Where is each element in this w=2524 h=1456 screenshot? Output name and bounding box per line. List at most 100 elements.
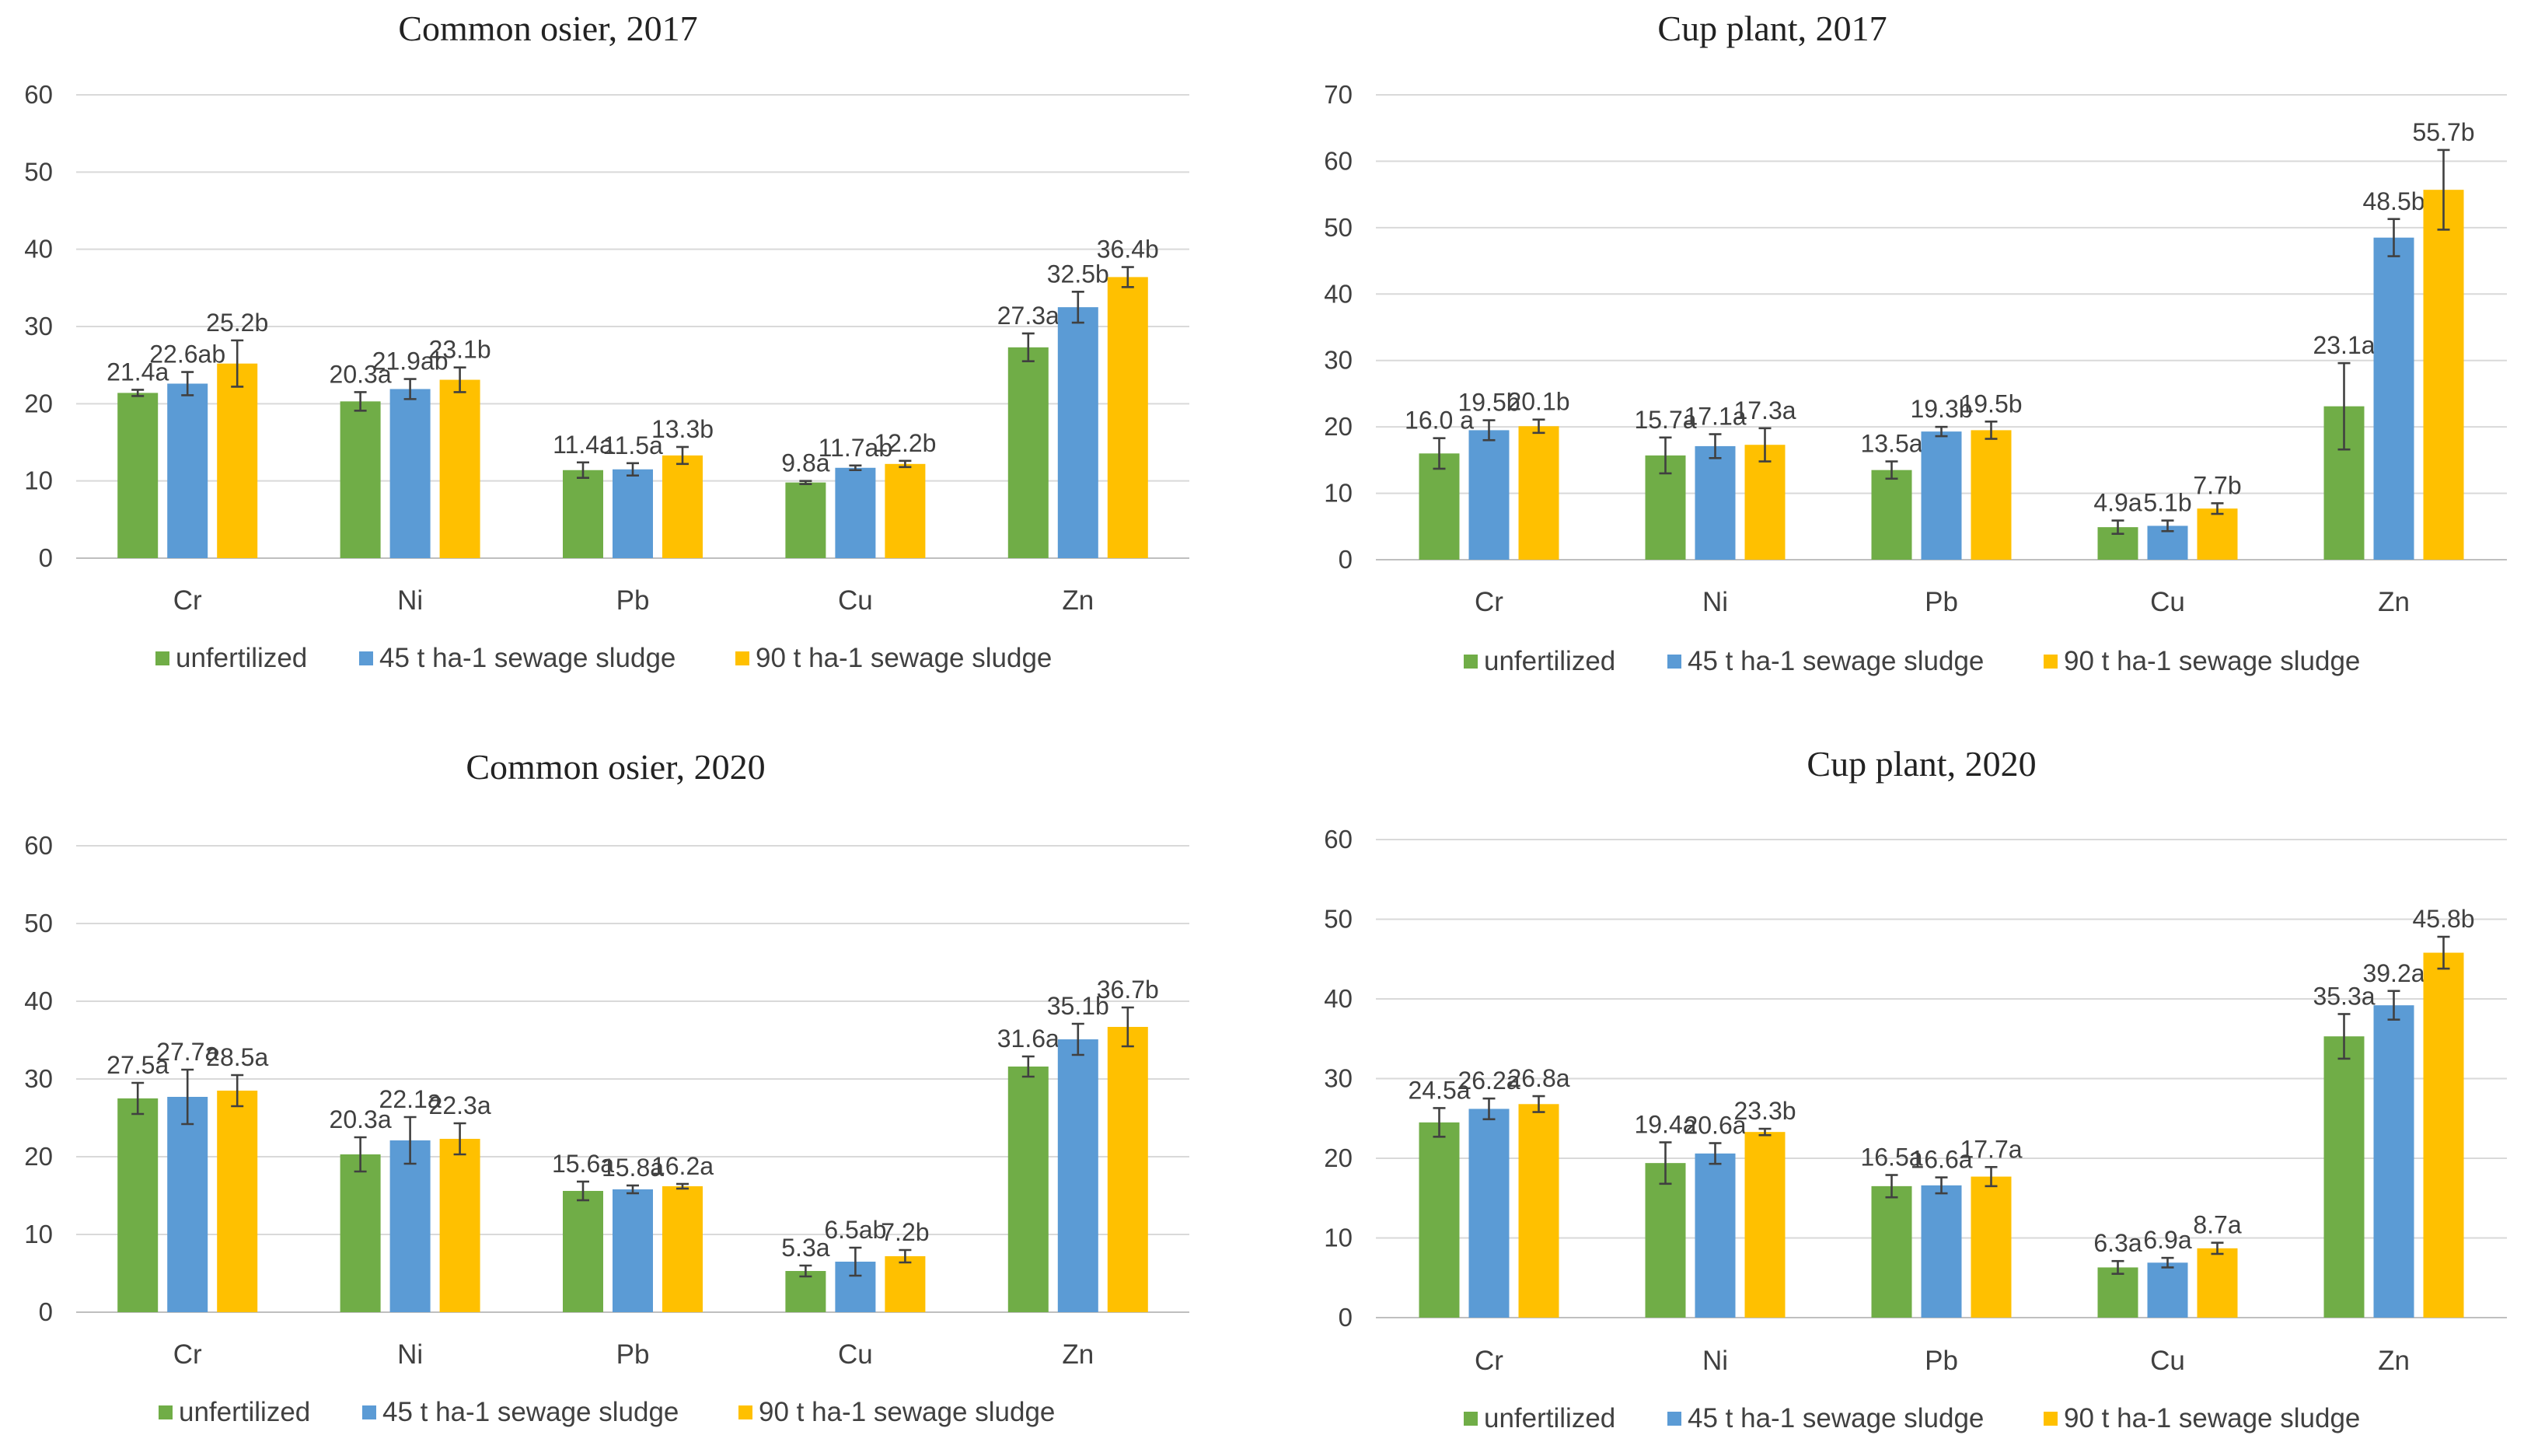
data-label: 8.7a	[2193, 1211, 2241, 1239]
bar-s90-cu	[2197, 1248, 2238, 1318]
x-tick-label: Ni	[1702, 1346, 1728, 1376]
y-tick-label: 60	[24, 831, 53, 860]
y-tick-label: 30	[1324, 1064, 1353, 1093]
x-tick-label: Pb	[616, 585, 650, 616]
error-bar	[2437, 148, 2450, 231]
data-label: 19.4a	[1634, 1111, 1696, 1139]
data-label: 6.3a	[2093, 1229, 2142, 1257]
data-label: 15.6a	[552, 1150, 614, 1178]
bar-unfertilized-zn	[1007, 347, 1049, 558]
error-bar	[577, 1180, 589, 1202]
legend-label-unfertilized: unfertilized	[176, 643, 307, 673]
bar-s45-cr	[1468, 430, 1510, 560]
bar-s45-cr	[167, 383, 208, 558]
bar-s90-ni	[439, 379, 480, 558]
data-label: 16.2a	[651, 1152, 714, 1180]
error-bar	[1659, 436, 1672, 475]
y-tick-label: 10	[1324, 1224, 1353, 1252]
legend-swatch-unfertilized	[1464, 1412, 1478, 1426]
data-label: 22.1a	[379, 1085, 442, 1113]
data-label: 27.7a	[156, 1038, 218, 1066]
bar-unfertilized-cu	[2097, 1267, 2138, 1318]
data-label: 16.5a	[1860, 1144, 1922, 1171]
y-tick-label: 60	[24, 80, 53, 109]
error-bar	[1071, 290, 1084, 324]
legend-label-unfertilized: unfertilized	[179, 1397, 310, 1427]
error-bar	[453, 366, 466, 393]
error-bar	[1709, 433, 1722, 459]
bar-s45-ni	[1695, 445, 1736, 560]
bar-s90-cu	[885, 1256, 926, 1312]
bar-s90-cr	[217, 1091, 258, 1312]
bar-s45-cu	[2147, 1262, 2188, 1318]
y-tick-label: 0	[1339, 1303, 1353, 1332]
y-tick-label: 50	[24, 909, 53, 937]
error-bar	[676, 445, 689, 466]
error-bar	[577, 461, 589, 479]
bar-s90-zn	[1107, 1027, 1148, 1312]
error-bar	[453, 1122, 466, 1156]
error-bar	[676, 1182, 689, 1190]
bar-s90-cr	[1518, 1104, 1559, 1318]
bar-s45-cu	[835, 467, 876, 558]
error-bar	[181, 1068, 194, 1126]
data-label: 5.3a	[781, 1234, 829, 1262]
chart-cup-plant-2020: Cup plant, 2020 0 10 20 30 40 50 60 Cr 24.5a26.2a…	[1324, 744, 2507, 1433]
data-label: 48.5b	[2362, 187, 2425, 215]
error-bar	[1659, 1141, 1672, 1185]
bar-s90-cr	[1518, 426, 1559, 560]
bar-s45-zn	[2373, 1005, 2414, 1318]
error-bar	[627, 462, 639, 477]
data-label: 20.3a	[330, 360, 392, 388]
legend-label-s90: 90 t ha-1 sewage sludge	[2064, 1403, 2360, 1433]
legend-swatch-s90	[2044, 1412, 2058, 1426]
chart-title: Cup plant, 2020	[1807, 744, 2036, 784]
error-bar	[1935, 1176, 1948, 1195]
bar-unfertilized-pb	[1871, 1185, 1912, 1318]
legend-swatch-s45	[359, 651, 373, 665]
legend-swatch-s45	[1667, 1412, 1681, 1426]
data-label: 22.3a	[429, 1091, 491, 1119]
data-label: 11.4a	[553, 431, 613, 459]
bar-s90-ni	[1744, 1132, 1786, 1318]
bar-unfertilized-cu	[785, 482, 826, 558]
error-bar	[1482, 419, 1496, 442]
error-bar	[1071, 1022, 1084, 1056]
legend: unfertilized 45 t ha-1 sewage sludge 90 t …	[155, 643, 1052, 673]
error-bar	[899, 1248, 912, 1264]
error-bar	[2337, 361, 2351, 451]
x-tick-label: Zn	[2378, 1346, 2410, 1376]
x-tick-label: Pb	[616, 1339, 650, 1370]
legend-swatch-s45	[1667, 655, 1681, 669]
bar-s90-pb	[662, 455, 703, 558]
y-tick-label: 10	[24, 1220, 53, 1248]
bar-s45-pb	[613, 469, 653, 558]
x-tick-label: Cu	[838, 1339, 873, 1370]
y-tick-label: 20	[24, 389, 53, 417]
bar-unfertilized-ni	[340, 401, 381, 558]
y-tick-label: 30	[24, 312, 53, 340]
error-bar	[354, 391, 367, 412]
error-bar	[1758, 427, 1772, 463]
error-bar	[2161, 519, 2174, 532]
bar-s90-ni	[439, 1139, 480, 1312]
error-bar	[799, 480, 812, 485]
x-tick-label: Pb	[1925, 1346, 1958, 1376]
x-tick-label: Ni	[1702, 587, 1728, 617]
legend: unfertilized 45 t ha-1 sewage sludge 90 t …	[159, 1397, 1055, 1427]
bar-s45-ni	[389, 1140, 431, 1312]
data-label: 35.1b	[1047, 992, 1109, 1020]
bar-s45-zn	[2373, 237, 2414, 560]
data-label: 27.3a	[997, 302, 1060, 330]
data-label: 28.5a	[206, 1043, 268, 1071]
x-tick-label: Cr	[1475, 1346, 1503, 1376]
error-bar	[2211, 1241, 2224, 1255]
bar-unfertilized-ni	[340, 1154, 381, 1312]
bar-s90-cu	[885, 463, 926, 558]
chart-title: Common osier, 2017	[398, 9, 697, 48]
y-tick-label: 50	[1324, 905, 1353, 934]
y-tick-label: 60	[1324, 146, 1353, 175]
data-label: 16.0 a	[1405, 407, 1474, 435]
legend-label-s45: 45 t ha-1 sewage sludge	[379, 643, 676, 673]
data-label: 23.1b	[429, 336, 491, 364]
